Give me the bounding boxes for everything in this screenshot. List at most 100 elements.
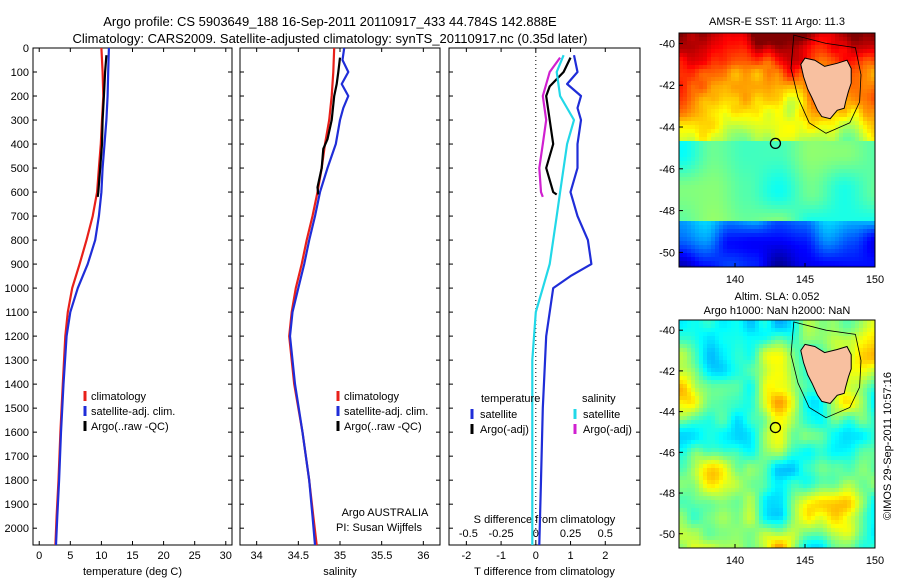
y-tick-label: -48 — [659, 488, 675, 500]
top-x-axis-label: S difference from climatology — [474, 514, 616, 526]
y-tick-label: -46 — [659, 164, 675, 176]
x-tick-label: 145 — [796, 274, 814, 286]
legend-label: Argo(..raw -QC) — [344, 421, 422, 433]
top-x-tick-label: 0.25 — [560, 528, 581, 540]
map-panel-sst_map: 140 145 150 -40 -42 -44 -46 -48 -50 AMSR-E SST: 1… — [659, 16, 884, 286]
y-tick-label: 100 — [11, 67, 29, 79]
x-axis-label: T difference from climatology — [474, 566, 615, 578]
x-tick-label: 0 — [533, 550, 539, 562]
x-axis-label: temperature (deg C) — [83, 566, 182, 578]
x-tick-label: 2 — [602, 550, 608, 562]
x-tick-label: 20 — [157, 550, 169, 562]
argo-location-marker — [769, 137, 782, 150]
x-tick-label: 145 — [796, 555, 814, 567]
x-tick-label: 150 — [866, 555, 884, 567]
y-tick-label: 1100 — [5, 307, 29, 319]
legend-label: Argo(-adj) — [480, 424, 529, 436]
legend-label: Argo(-adj) — [583, 424, 632, 436]
x-tick-label: 0 — [36, 550, 42, 562]
y-tick-label: 0 — [23, 43, 29, 55]
shelf-contour — [790, 321, 862, 419]
y-tick-label: -50 — [659, 247, 675, 259]
x-tick-label: 25 — [189, 550, 201, 562]
legend-title-temperature: temperature — [481, 393, 540, 405]
y-tick-label: 200 — [11, 91, 29, 103]
x-tick-label: 35.5 — [371, 550, 392, 562]
x-tick-label: -2 — [461, 550, 471, 562]
series-line-satellite-adj-clim- — [288, 47, 350, 546]
y-tick-label: 2000 — [5, 523, 29, 535]
series-line-argo-adj- — [545, 57, 572, 196]
series-line-satellite-adj-clim- — [54, 47, 110, 546]
annotation-line1: Argo AUSTRALIA — [342, 507, 429, 519]
top-x-tick-label: 0.5 — [598, 528, 613, 540]
y-tick-label: 1600 — [5, 427, 29, 439]
y-tick-label: -44 — [659, 122, 675, 134]
x-tick-label: 10 — [95, 550, 107, 562]
map-title-line2: Argo h1000: NaN h2000: NaN — [704, 305, 851, 317]
y-tick-label: 1900 — [5, 499, 29, 511]
series-line-argo-adj- — [538, 56, 561, 198]
x-tick-label: 140 — [726, 274, 744, 286]
y-tick-label: 900 — [11, 259, 29, 271]
x-tick-label: 35 — [334, 550, 346, 562]
profile-panel-salinity: 34 34.5 35 35.5 36 salinity climatology satelli… — [239, 47, 441, 578]
y-tick-label: 300 — [11, 115, 29, 127]
map-frame — [678, 32, 876, 268]
x-tick-label: 15 — [126, 550, 138, 562]
y-tick-label: -40 — [659, 38, 675, 50]
series-line-argo-raw-qc- — [316, 57, 342, 195]
y-tick-label: -40 — [659, 325, 675, 337]
y-tick-label: 800 — [11, 235, 29, 247]
legend-label: satellite — [583, 409, 620, 421]
x-tick-label: -1 — [496, 550, 506, 562]
y-tick-label: -48 — [659, 206, 675, 218]
timestamp-label: ©IMOS 29-Sep-2011 10:57:16 — [882, 372, 894, 520]
x-tick-label: 34.5 — [288, 550, 309, 562]
y-tick-label: 1500 — [5, 403, 29, 415]
tasmania-landmass — [800, 343, 852, 405]
y-tick-label: -44 — [659, 407, 675, 419]
legend-label: Argo(..raw -QC) — [91, 421, 169, 433]
map-title-line1: Altim. SLA: 0.052 — [735, 291, 820, 303]
y-tick-label: -46 — [659, 447, 675, 459]
x-tick-label: 140 — [726, 555, 744, 567]
legend-label: climatology — [344, 391, 400, 403]
series-line-satellite — [538, 54, 593, 546]
profile-panel-difference: -2 -1 0 1 2 T difference from climatology -0.5… — [448, 47, 641, 578]
x-tick-label: 1 — [567, 550, 573, 562]
y-tick-label: 1700 — [5, 451, 29, 463]
map-title: AMSR-E SST: 11 Argo: 11.3 — [709, 16, 845, 28]
legend-title-salinity: salinity — [582, 393, 616, 405]
legend-label: climatology — [91, 391, 147, 403]
figure-title-line2: Climatology: CARS2009. Satellite-adjuste… — [72, 31, 588, 46]
figure-title-line1: Argo profile: CS 5903649_188 16-Sep-2011… — [103, 14, 557, 29]
plot-frame — [448, 47, 641, 546]
y-tick-label: 1800 — [5, 475, 29, 487]
plot-frame — [239, 47, 441, 546]
y-tick-label: 1200 — [5, 331, 29, 343]
y-tick-label: 500 — [11, 163, 29, 175]
map-frame — [678, 319, 876, 549]
x-tick-label: 36 — [417, 550, 429, 562]
series-line-argo-raw-qc- — [96, 55, 108, 198]
x-tick-label: 5 — [67, 550, 73, 562]
series-line-satellite — [531, 54, 576, 545]
shelf-contour — [790, 34, 862, 134]
y-tick-label: 400 — [11, 139, 29, 151]
x-tick-label: 34 — [251, 550, 263, 562]
profile-panel-temperature: 0 5 10 15 20 25 30 temperature (deg C) 0 100 200 30… — [5, 43, 233, 578]
plot-frame — [32, 47, 233, 546]
y-tick-label: 600 — [11, 187, 29, 199]
y-tick-label: 1300 — [5, 355, 29, 367]
y-tick-label: 1400 — [5, 379, 29, 391]
x-tick-label: 150 — [866, 274, 884, 286]
map-panel-sla_map: 140 145 150 -40 -42 -44 -46 -48 -50 Altim. SLA: 0… — [659, 291, 884, 567]
legend-label: satellite-adj. clim. — [91, 406, 175, 418]
y-tick-label: -42 — [659, 366, 675, 378]
tasmania-landmass — [800, 57, 852, 120]
x-tick-label: 30 — [220, 550, 232, 562]
y-tick-label: -50 — [659, 529, 675, 541]
map-field — [679, 320, 875, 548]
